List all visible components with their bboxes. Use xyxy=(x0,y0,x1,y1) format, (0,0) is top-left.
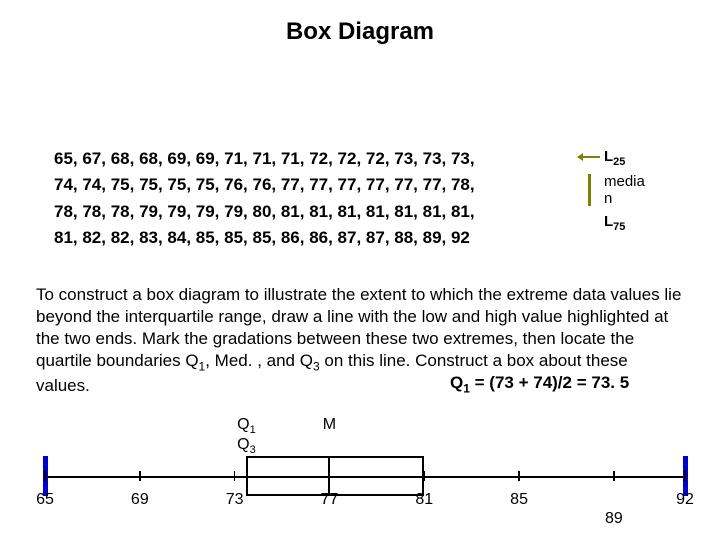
data-line: 78, 78, 78, 79, 79, 79, 79, 80, 81, 81, … xyxy=(54,199,475,225)
axis-label: 69 xyxy=(131,491,149,509)
axis-tick xyxy=(139,471,141,481)
axis-label: 92 xyxy=(676,491,694,509)
q1-calculation: Q1 = (73 + 74)/2 = 73. 5 xyxy=(450,373,629,395)
median-line xyxy=(328,456,330,496)
iqr-box xyxy=(246,456,424,496)
axis-label: 73 xyxy=(226,491,244,509)
axis-label: 85 xyxy=(510,491,528,509)
axis-tick xyxy=(518,471,520,481)
q1-q3-label: Q1Q3 xyxy=(237,416,256,457)
l25-label: L25 xyxy=(604,148,625,168)
axis-label: 89 xyxy=(605,510,623,528)
axis-tick xyxy=(234,471,236,481)
data-line: 74, 74, 75, 75, 75, 75, 76, 76, 77, 77, … xyxy=(54,172,475,198)
median-bar xyxy=(588,174,591,206)
data-line: 65, 67, 68, 68, 69, 69, 71, 71, 71, 72, … xyxy=(54,146,475,172)
box-plot-diagram: 6569737781858992Q1Q3M xyxy=(45,416,685,536)
axis-tick xyxy=(684,471,686,481)
arrow-l25 xyxy=(578,156,600,158)
l75-label: L75 xyxy=(604,213,625,233)
page-title: Box Diagram xyxy=(0,18,720,46)
axis-tick xyxy=(613,471,615,481)
axis-tick xyxy=(44,471,46,481)
median-label: median xyxy=(604,174,645,207)
axis-label: 65 xyxy=(36,491,54,509)
data-values: 65, 67, 68, 68, 69, 69, 71, 71, 71, 72, … xyxy=(54,146,475,251)
data-line: 81, 82, 82, 83, 84, 85, 85, 85, 86, 86, … xyxy=(54,225,475,251)
m-label: M xyxy=(323,416,336,434)
